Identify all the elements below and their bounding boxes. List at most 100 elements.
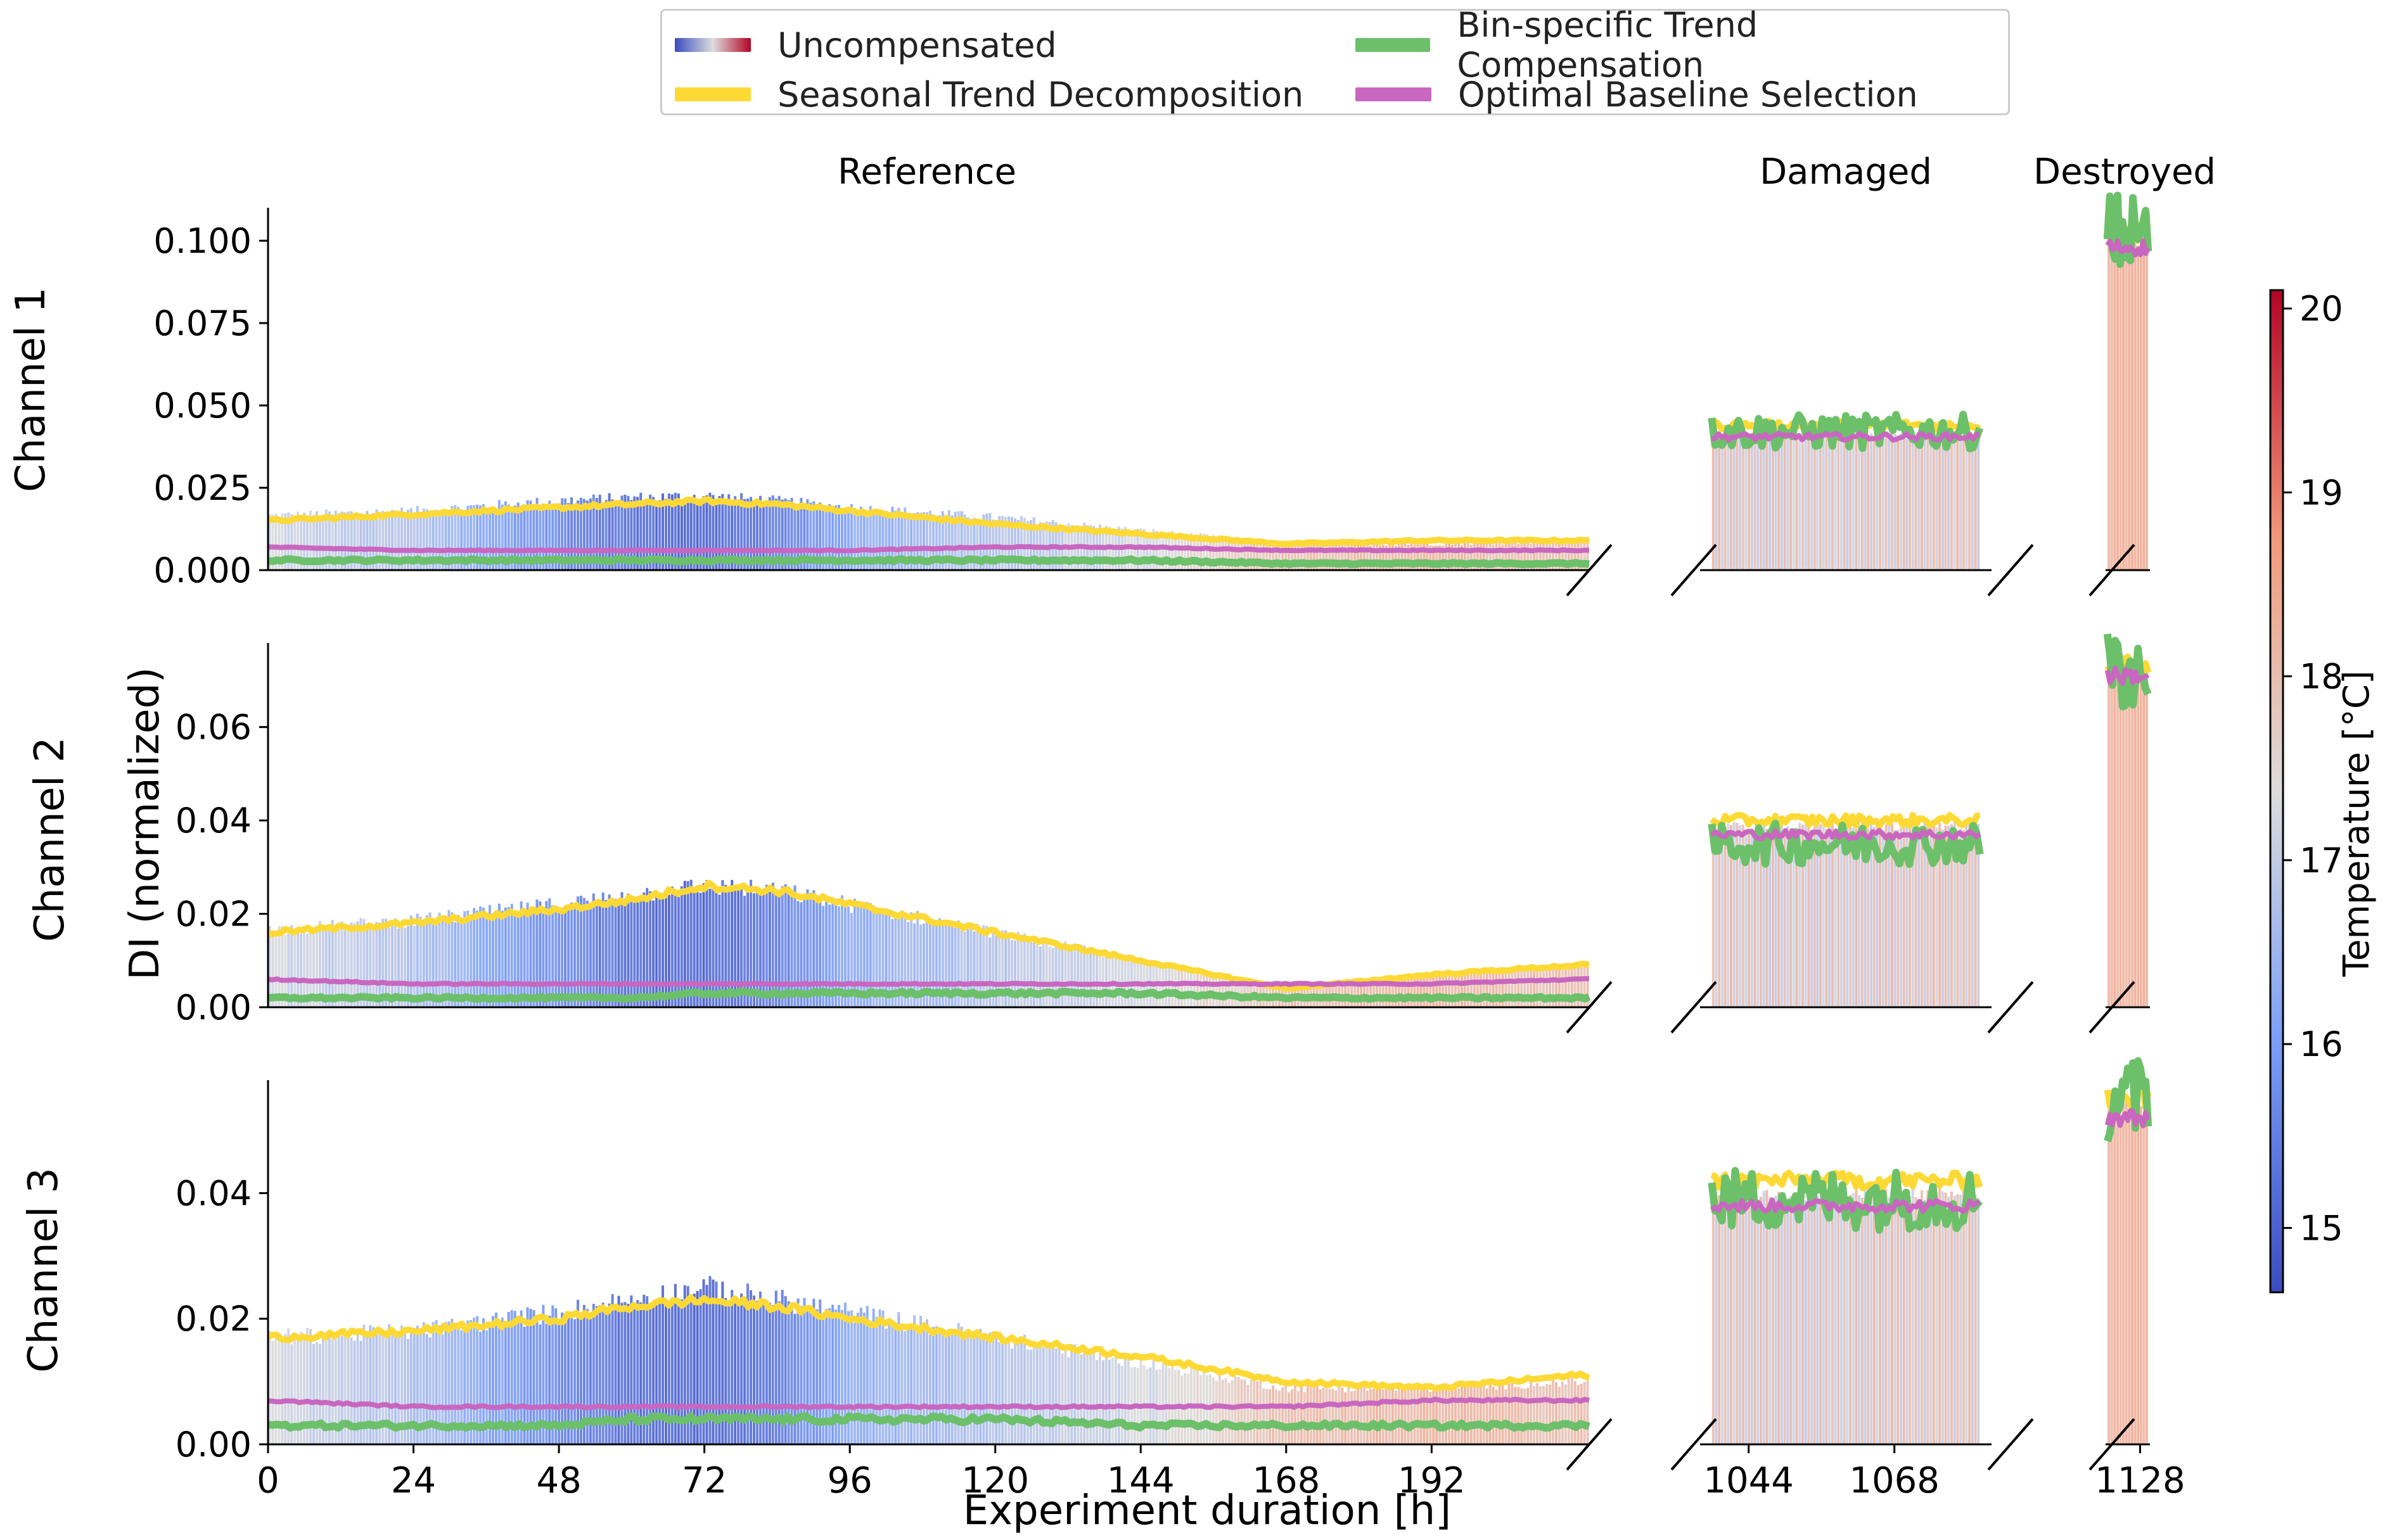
- panel-ch3-reference: 0.000.020.040 24 48 72 96 120 144 168 192: [176, 1080, 1613, 1501]
- uncompensated-bar: [1896, 1199, 1900, 1444]
- uncompensated-bar: [1801, 433, 1804, 570]
- uncompensated-bar: [966, 929, 969, 1007]
- uncompensated-bar: [1804, 824, 1807, 1007]
- uncompensated-bar: [444, 922, 447, 1007]
- uncompensated-bar: [627, 1304, 630, 1444]
- uncompensated-bar: [840, 895, 843, 1007]
- uncompensated-bar: [743, 499, 746, 570]
- uncompensated-bar: [2139, 248, 2142, 570]
- uncompensated-bar: [378, 1332, 381, 1444]
- uncompensated-bar: [620, 892, 624, 1007]
- uncompensated-bar: [466, 910, 470, 1007]
- uncompensated-bar: [658, 500, 662, 570]
- uncompensated-bar: [362, 919, 366, 1007]
- uncompensated-bar: [1720, 827, 1724, 1007]
- uncompensated-bar: [1357, 542, 1360, 570]
- uncompensated-bar: [1051, 947, 1054, 1007]
- uncompensated-bar: [504, 907, 507, 1007]
- uncompensated-bar: [696, 500, 699, 570]
- uncompensated-bar: [2128, 243, 2131, 570]
- x-tick-label: 96: [828, 1460, 873, 1501]
- uncompensated-bar: [309, 511, 312, 570]
- uncompensated-bar: [284, 512, 287, 570]
- uncompensated-bar: [1161, 531, 1165, 570]
- uncompensated-bar: [1492, 1386, 1495, 1444]
- uncompensated-bar: [1306, 1384, 1309, 1444]
- uncompensated-bar: [1165, 533, 1168, 570]
- uncompensated-bar: [803, 898, 806, 1007]
- uncompensated-bar: [451, 506, 454, 570]
- uncompensated-bar: [416, 913, 419, 1007]
- uncompensated-bar: [491, 508, 494, 570]
- uncompensated-bar: [1011, 517, 1014, 570]
- uncompensated-bar: [1902, 433, 1905, 570]
- uncompensated-bar: [1410, 543, 1413, 570]
- uncompensated-bar: [947, 510, 950, 570]
- uncompensated-bar: [454, 505, 457, 570]
- uncompensated-bar: [875, 907, 878, 1007]
- uncompensated-bar: [1023, 518, 1026, 570]
- uncompensated-bar: [1319, 1389, 1322, 1444]
- uncompensated-bar: [438, 511, 441, 570]
- uncompensated-bar: [1092, 1350, 1096, 1444]
- uncompensated-bar: [960, 511, 963, 570]
- uncompensated-bar: [1909, 433, 1912, 570]
- uncompensated-bar: [1920, 828, 1923, 1007]
- uncompensated-bar: [699, 893, 702, 1007]
- uncompensated-bar: [1315, 542, 1319, 570]
- uncompensated-bar: [582, 898, 585, 1007]
- uncompensated-bar: [532, 1310, 535, 1444]
- uncompensated-bar: [595, 902, 598, 1007]
- uncompensated-bar: [2139, 1106, 2142, 1444]
- uncompensated-bar: [822, 510, 825, 570]
- uncompensated-bar: [529, 1309, 532, 1444]
- uncompensated-bar: [278, 926, 281, 1007]
- uncompensated-bar: [1570, 967, 1573, 1007]
- uncompensated-bar: [982, 1337, 985, 1444]
- uncompensated-bar: [274, 931, 278, 1007]
- uncompensated-bar: [268, 514, 271, 570]
- seasonal-trend-line: [267, 879, 1590, 992]
- uncompensated-bar: [372, 1327, 375, 1444]
- uncompensated-bar: [1765, 829, 1768, 1007]
- uncompensated-bar: [1077, 1351, 1080, 1444]
- uncompensated-bar: [630, 901, 633, 1007]
- uncompensated-bar: [582, 1304, 585, 1444]
- uncompensated-bar: [708, 888, 712, 1007]
- uncompensated-bar: [1363, 543, 1366, 570]
- uncompensated-bar: [1146, 533, 1149, 570]
- uncompensated-bar: [869, 1324, 872, 1444]
- uncompensated-bar: [1016, 931, 1020, 1007]
- uncompensated-bar: [1366, 981, 1369, 1007]
- uncompensated-bar: [1807, 433, 1810, 570]
- uncompensated-bar: [680, 1299, 683, 1444]
- bin-specific-line: [2103, 191, 2152, 269]
- uncompensated-bar: [752, 893, 755, 1007]
- uncompensated-bar: [923, 923, 926, 1007]
- uncompensated-bar: [825, 506, 828, 570]
- uncompensated-bar: [1205, 534, 1208, 570]
- uncompensated-bar: [1523, 967, 1526, 1007]
- uncompensated-bar: [787, 893, 790, 1007]
- uncompensated-bar: [1554, 969, 1557, 1007]
- uncompensated-bars: [1711, 432, 1980, 570]
- x-tick-label: 0: [257, 1460, 279, 1501]
- uncompensated-bar: [1729, 825, 1732, 1007]
- uncompensated-bar: [595, 498, 598, 570]
- uncompensated-bar: [2130, 1108, 2133, 1444]
- uncompensated-bar: [762, 1302, 765, 1444]
- uncompensated-bar: [2107, 245, 2111, 570]
- uncompensated-bar: [1485, 542, 1488, 570]
- uncompensated-bar: [1224, 1378, 1227, 1444]
- uncompensated-bar: [1360, 1385, 1363, 1444]
- uncompensated-bar: [1727, 1189, 1730, 1444]
- uncompensated-bar: [425, 1334, 428, 1444]
- x-tick-label: 144: [1107, 1460, 1175, 1501]
- uncompensated-bar: [1077, 947, 1080, 1007]
- uncompensated-bar: [347, 511, 350, 570]
- uncompensated-bar: [447, 910, 451, 1007]
- uncompensated-bar: [1416, 544, 1419, 570]
- uncompensated-bar: [268, 1331, 271, 1444]
- uncompensated-bar: [1542, 969, 1545, 1007]
